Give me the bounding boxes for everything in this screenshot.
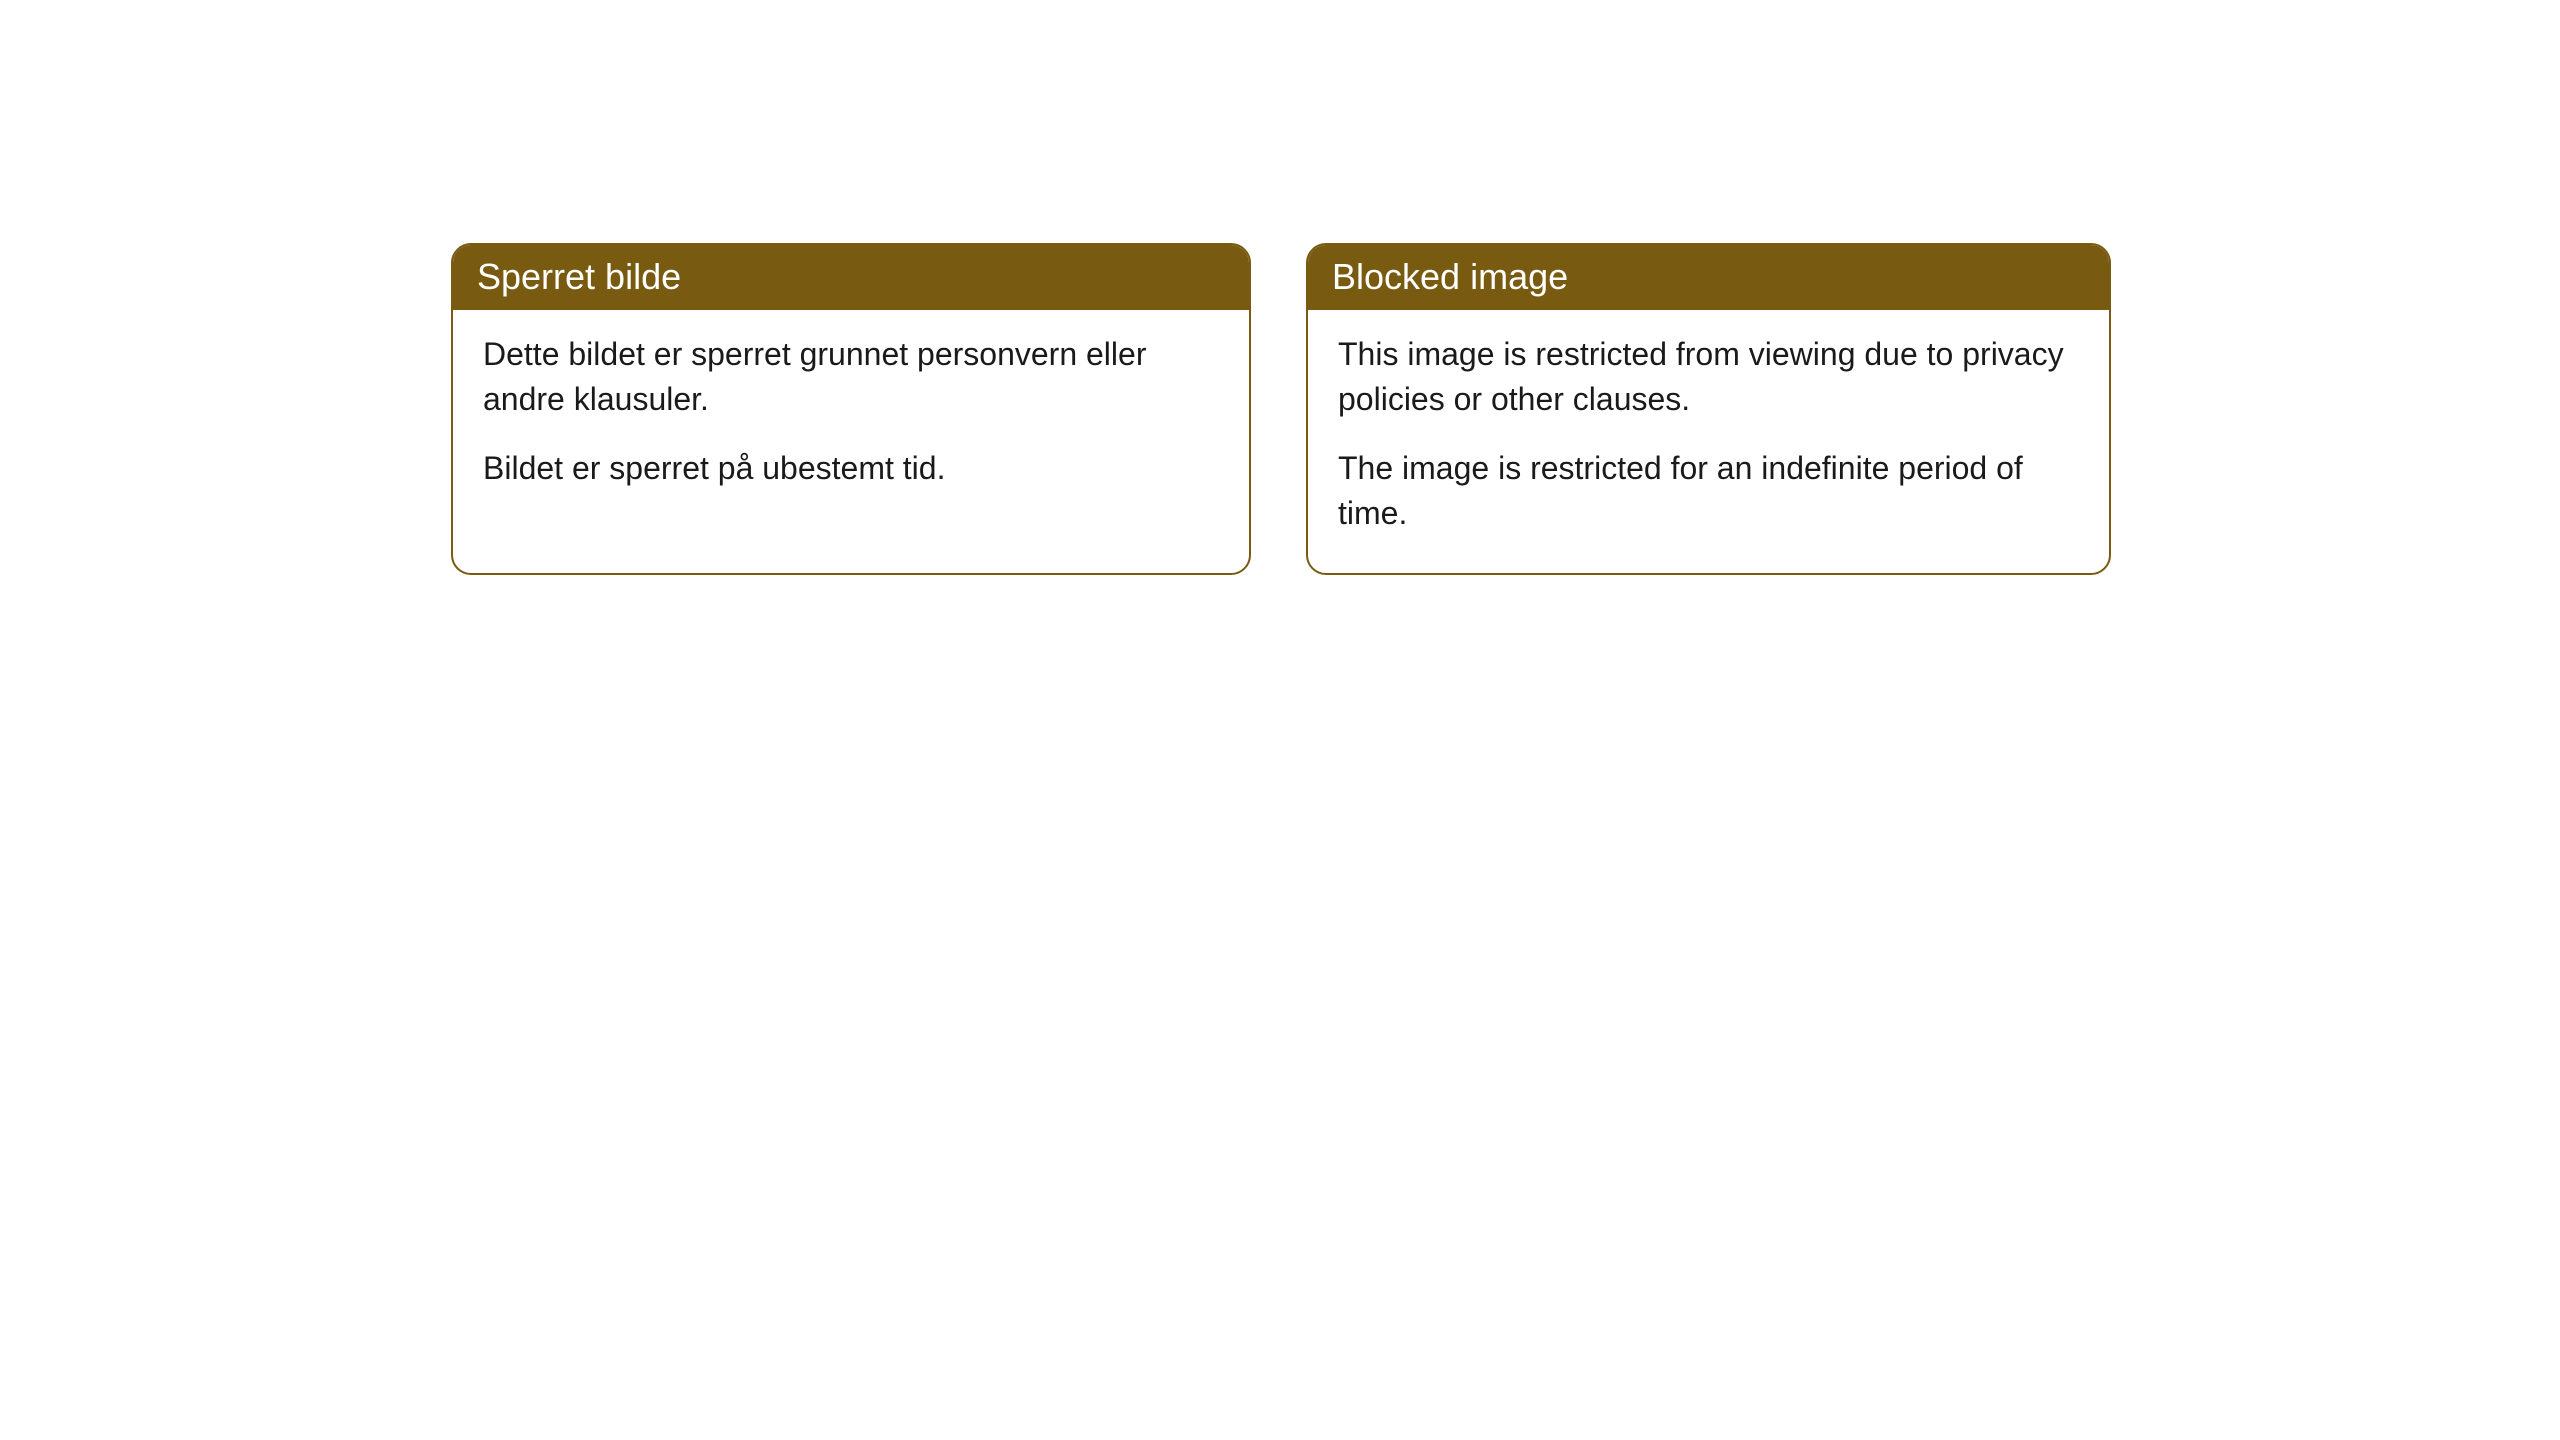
blocked-image-card-english: Blocked image This image is restricted f… — [1306, 243, 2111, 575]
notice-text-english-2: The image is restricted for an indefinit… — [1338, 446, 2079, 536]
blocked-image-card-norwegian: Sperret bilde Dette bildet er sperret gr… — [451, 243, 1251, 575]
card-header-norwegian: Sperret bilde — [453, 245, 1249, 310]
card-body-norwegian: Dette bildet er sperret grunnet personve… — [453, 310, 1249, 528]
card-body-english: This image is restricted from viewing du… — [1308, 310, 2109, 573]
card-header-english: Blocked image — [1308, 245, 2109, 310]
notice-text-english-1: This image is restricted from viewing du… — [1338, 332, 2079, 422]
notice-text-norwegian-1: Dette bildet er sperret grunnet personve… — [483, 332, 1219, 422]
notice-text-norwegian-2: Bildet er sperret på ubestemt tid. — [483, 446, 1219, 491]
notice-cards-container: Sperret bilde Dette bildet er sperret gr… — [451, 243, 2111, 575]
